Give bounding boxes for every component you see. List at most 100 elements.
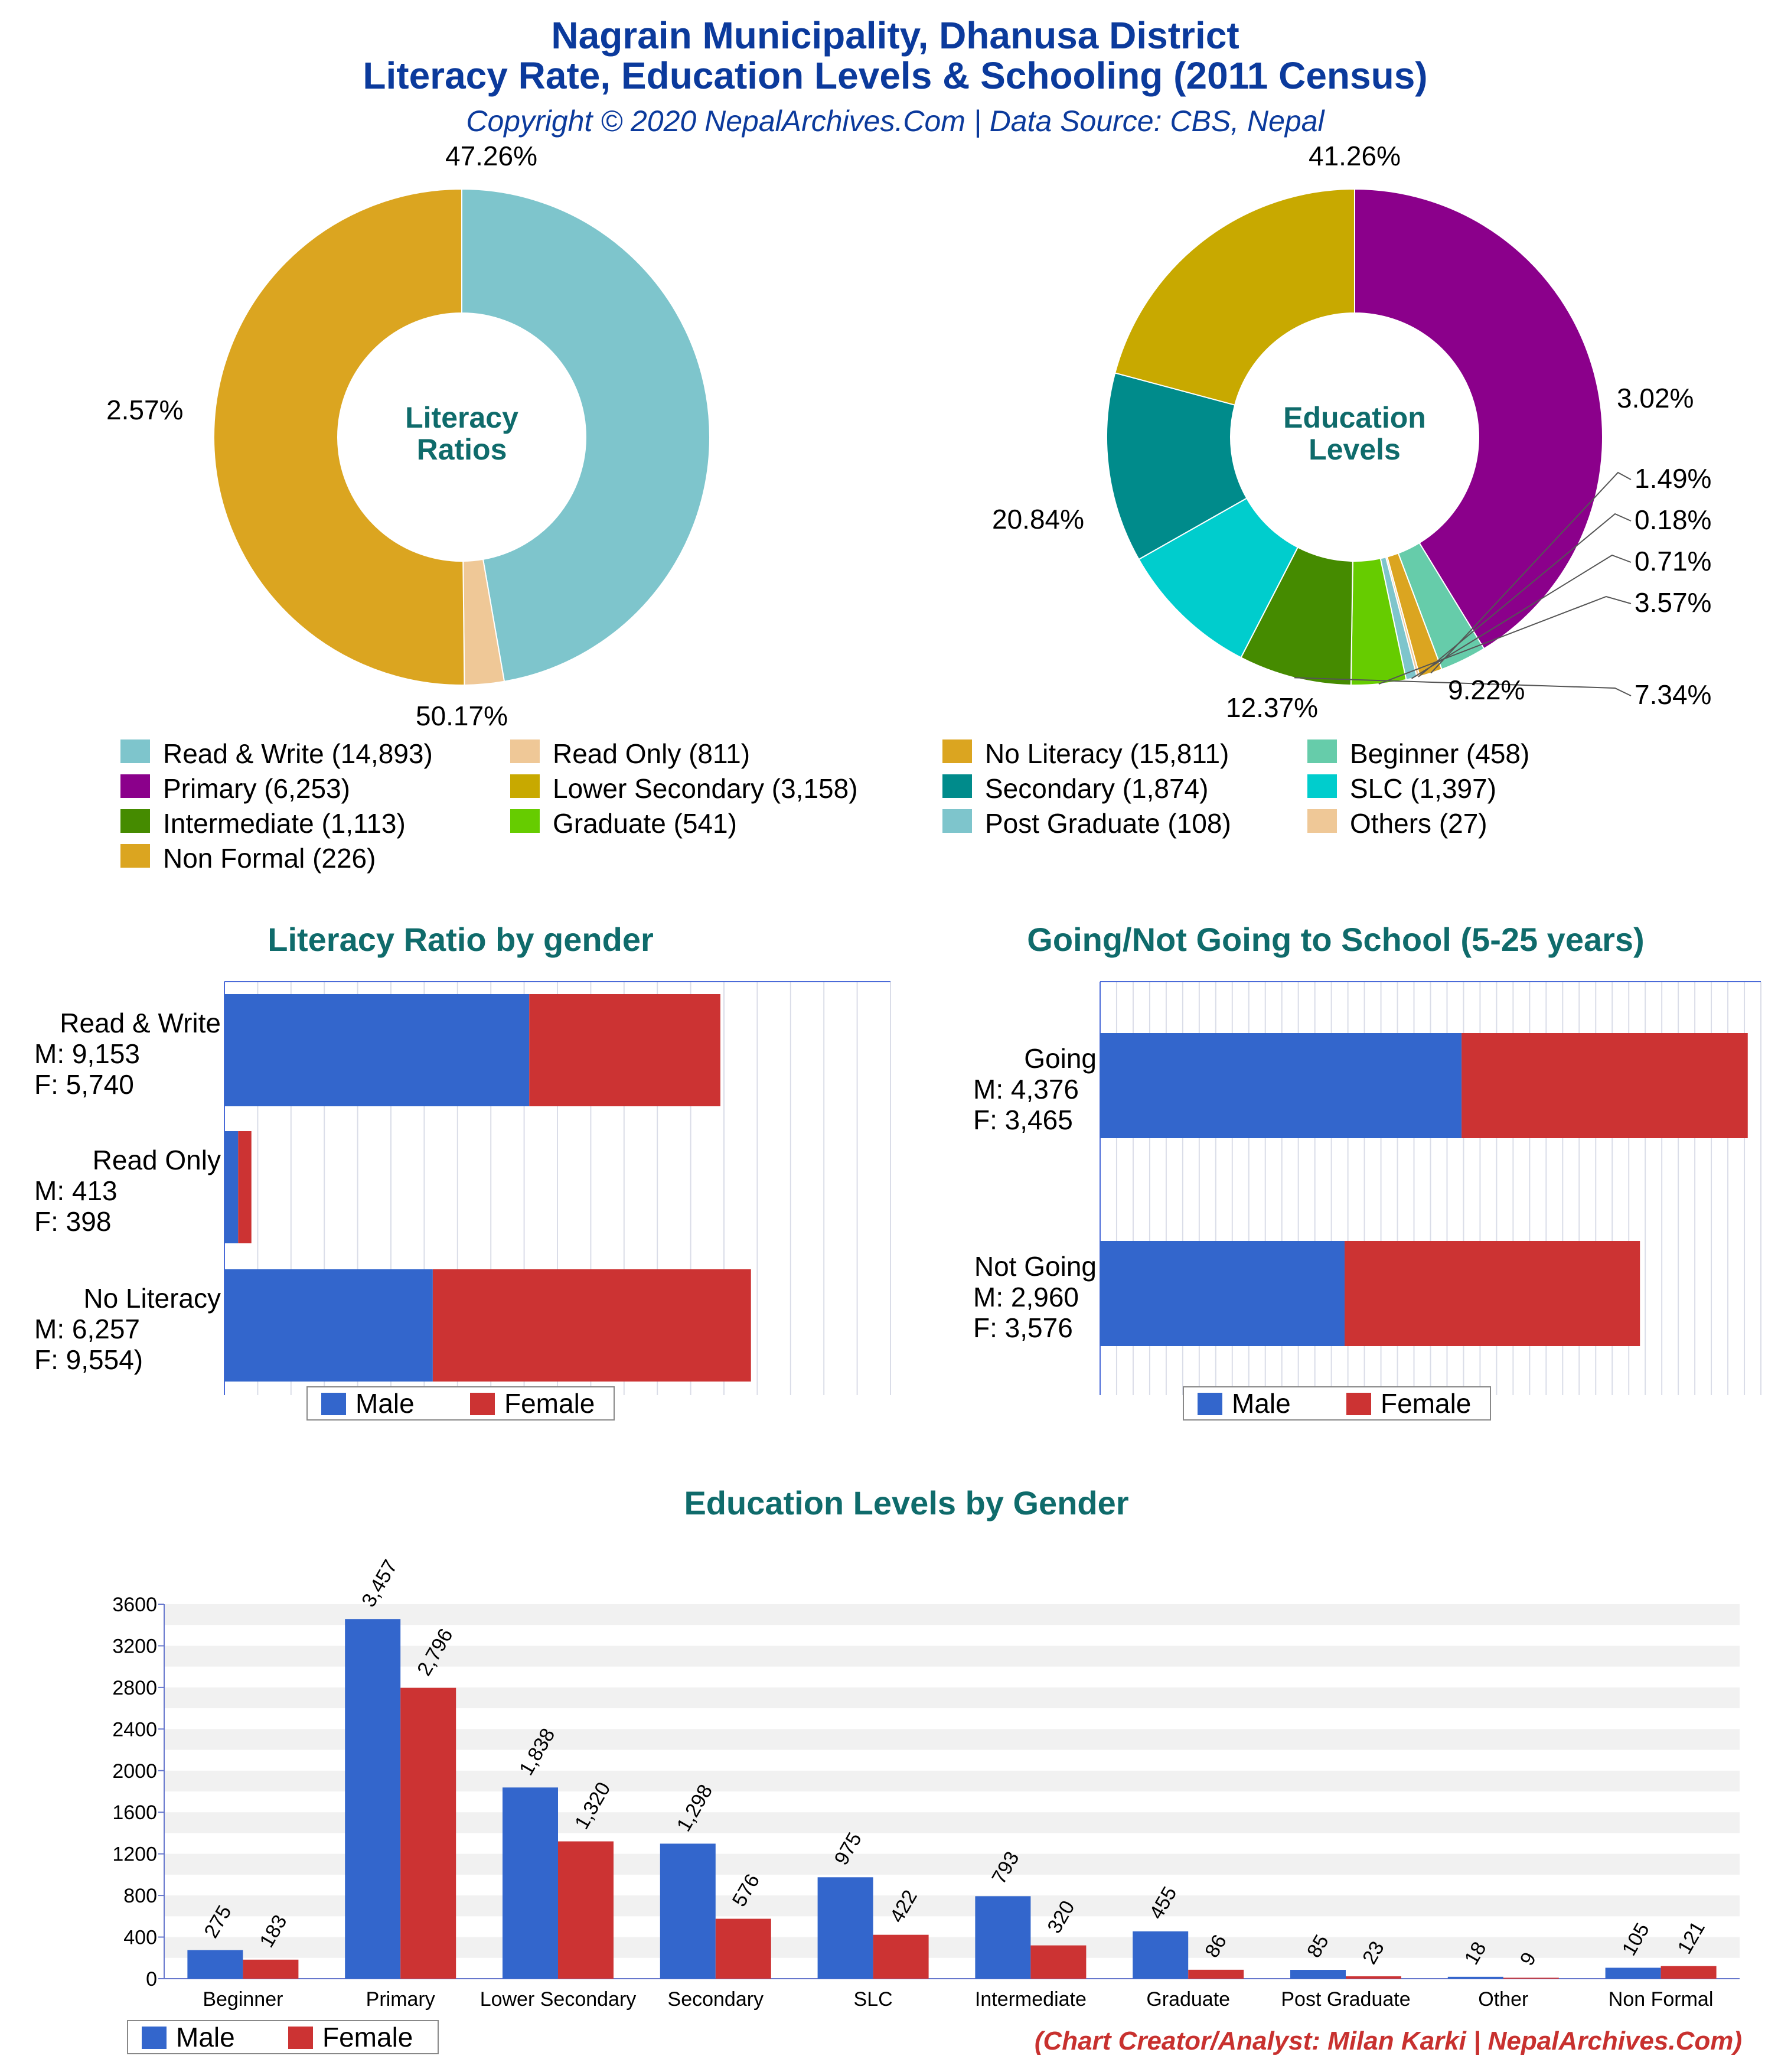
- y-tick-label: 1200: [112, 1843, 157, 1866]
- y-tick-label: 800: [123, 1885, 157, 1907]
- education-donut-center-line-1: Education: [1283, 401, 1426, 434]
- y-tick-label: 3200: [112, 1635, 157, 1657]
- donut-slice-secondary: [1106, 372, 1248, 561]
- legend-swatch-male: [142, 2027, 167, 2049]
- category-label: No Literacy: [83, 1283, 221, 1314]
- y-tick-label: 3600: [112, 1594, 157, 1616]
- bar-female: [432, 1269, 751, 1382]
- y-tick-label: 2800: [112, 1677, 157, 1699]
- bar-female: [529, 994, 720, 1106]
- grid-band: [164, 1604, 1740, 1625]
- y-tick-label: 2400: [112, 1718, 157, 1741]
- slice-percent-label: 0.71%: [1635, 546, 1711, 576]
- legend-item-label: Secondary (1,874): [985, 773, 1208, 804]
- title-line-1: Nagrain Municipality, Dhanusa District: [551, 14, 1239, 57]
- slice-percent-label: 3.02%: [1617, 383, 1694, 413]
- literacy-donut-center-line-1: Literacy: [405, 401, 518, 434]
- category-label: M: 9,153: [34, 1038, 140, 1069]
- x-category-label: Beginner: [203, 1988, 283, 2011]
- leader-line: [1378, 595, 1632, 685]
- legend-label-female: Female: [322, 2022, 413, 2053]
- legend-item-label: Graduate (541): [553, 808, 737, 839]
- category-label: Read Only: [93, 1145, 221, 1175]
- credit-text: (Chart Creator/Analyst: Milan Karki | Ne…: [1035, 2027, 1742, 2055]
- bar-male: [1290, 1970, 1346, 1979]
- legend-label-male: Male: [1232, 1388, 1291, 1419]
- bar-legend-box: [1183, 1386, 1491, 1421]
- legend-item-label: SLC (1,397): [1350, 773, 1496, 804]
- education-gender-title: Education Levels by Gender: [684, 1484, 1128, 1522]
- bar-female: [1660, 1966, 1717, 1979]
- bar-female: [1503, 1977, 1559, 1979]
- bar-male: [503, 1787, 558, 1979]
- y-tick-label: 1600: [112, 1801, 157, 1824]
- donut-slice-lower-secondary: [1114, 188, 1355, 406]
- legend-item-label: Others (27): [1350, 808, 1487, 839]
- legend-swatch: [510, 774, 540, 798]
- bar-male: [187, 1950, 243, 1979]
- slice-percent-label: 3.57%: [1635, 587, 1711, 618]
- legend-swatch: [1307, 809, 1337, 833]
- bar-female: [400, 1687, 456, 1979]
- bar-legend-box: [127, 2020, 439, 2054]
- leader-line: [1294, 677, 1632, 696]
- slice-percent-label: 41.26%: [1309, 141, 1401, 171]
- legend-item-label: Post Graduate (108): [985, 808, 1231, 839]
- bar-female: [243, 1959, 299, 1979]
- bar-male: [224, 1269, 433, 1382]
- subtitle: Copyright © 2020 NepalArchives.Com | Dat…: [466, 105, 1325, 138]
- category-label: F: 398: [34, 1206, 111, 1237]
- legend-swatch: [510, 809, 540, 833]
- slice-percent-label: 2.57%: [106, 395, 183, 425]
- legend-swatch: [942, 739, 972, 763]
- legend-item-label: Read Only (811): [553, 738, 750, 769]
- donut-slice-no-literacy: [213, 188, 465, 686]
- category-label: F: 5,740: [34, 1069, 134, 1100]
- school-going-title: Going/Not Going to School (5-25 years): [1027, 921, 1644, 958]
- category-label: F: 3,465: [973, 1105, 1073, 1135]
- legend-swatch-male: [321, 1393, 346, 1415]
- legend-swatch: [1307, 739, 1337, 763]
- bar-female: [1188, 1969, 1244, 1979]
- grid-band: [164, 1646, 1740, 1667]
- category-label: M: 4,376: [973, 1074, 1079, 1105]
- legend-swatch: [120, 844, 150, 868]
- category-label: M: 6,257: [34, 1314, 140, 1344]
- slice-percent-label: 9.22%: [1448, 675, 1525, 705]
- legend-swatch-female: [288, 2027, 313, 2049]
- slice-percent-label: 1.49%: [1635, 463, 1711, 494]
- bar-male: [1100, 1241, 1345, 1346]
- slice-percent-label: 12.37%: [1226, 692, 1318, 723]
- legend-swatch: [120, 774, 150, 798]
- x-category-label: Primary: [366, 1988, 435, 2011]
- legend-swatch: [942, 809, 972, 833]
- bar-male: [345, 1619, 401, 1979]
- legend-swatch: [1307, 774, 1337, 798]
- slice-percent-label: 20.84%: [992, 504, 1084, 535]
- legend-item-label: Non Formal (226): [163, 843, 376, 874]
- y-tick-label: 400: [123, 1927, 157, 1949]
- bar-female: [1345, 1241, 1640, 1346]
- x-category-label: Graduate: [1146, 1988, 1230, 2011]
- bar-female: [715, 1918, 771, 1979]
- literacy-donut-center-line-2: Ratios: [417, 433, 507, 466]
- bar-male: [224, 1131, 239, 1243]
- legend-label-male: Male: [355, 1388, 415, 1419]
- bar-female: [1461, 1033, 1748, 1138]
- literacy-gender-title: Literacy Ratio by gender: [267, 921, 654, 958]
- legend-swatch: [942, 774, 972, 798]
- bar-male: [1447, 1976, 1503, 1979]
- category-label: Not Going: [974, 1251, 1097, 1282]
- bar-female: [238, 1131, 252, 1243]
- leader-line: [1430, 471, 1632, 674]
- legend-item-label: Intermediate (1,113): [163, 808, 406, 839]
- legend-label-male: Male: [176, 2022, 235, 2053]
- bar-female: [873, 1934, 929, 1979]
- category-label: M: 2,960: [973, 1282, 1079, 1312]
- bar-female: [1030, 1945, 1087, 1979]
- category-label: F: 3,576: [973, 1312, 1073, 1343]
- category-label: Going: [1024, 1043, 1097, 1074]
- legend-item-label: Primary (6,253): [163, 773, 350, 804]
- legend-swatch: [510, 739, 540, 763]
